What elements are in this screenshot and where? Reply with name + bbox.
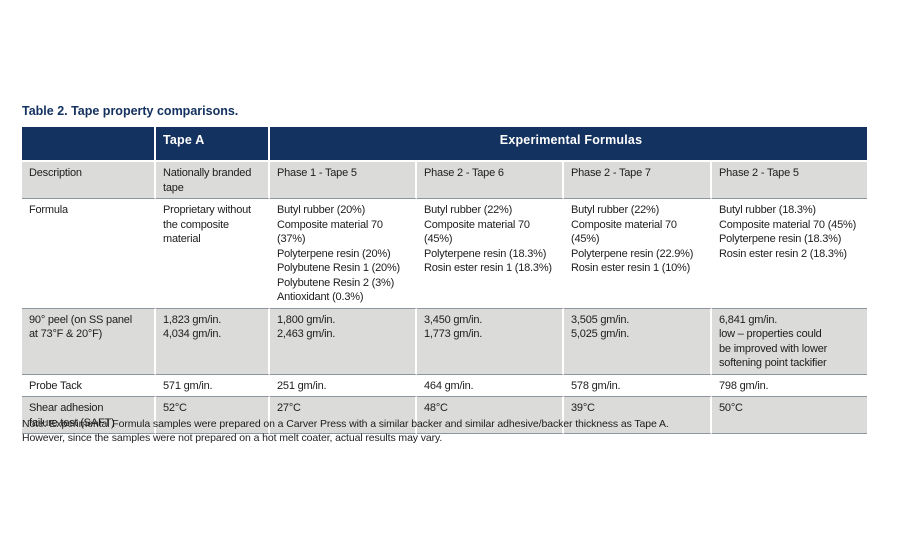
cell-formula-phase1-tape5: Butyl rubber (20%) Composite material 70… (270, 199, 417, 309)
row-description: Description Nationally branded tape Phas… (22, 162, 868, 199)
cell-probe-phase2-tape6: 464 gm/in. (417, 374, 564, 397)
cell-description-phase2-tape6: Phase 2 - Tape 6 (417, 162, 564, 199)
cell-description-tape-a: Nationally branded tape (156, 162, 270, 199)
tape-comparison-table: Tape A Experimental Formulas Description… (22, 127, 868, 434)
row-saft: Shear adhesion failure test (SAFT) 52°C … (22, 397, 868, 434)
cell-peel-phase1-tape5: 1,800 gm/in. 2,463 gm/in. (270, 308, 417, 375)
cell-probe-tape-a: 571 gm/in. (156, 374, 270, 397)
header-blank-cell (22, 127, 156, 162)
cell-saft-phase2-tape7: 39°C (564, 397, 712, 434)
cell-probe-phase2-tape5: 798 gm/in. (712, 374, 868, 397)
table-caption: Table 2. Tape property comparisons. (22, 104, 239, 118)
cell-formula-tape-a: Proprietary without the composite materi… (156, 199, 270, 309)
row-probe-tack: Probe Tack 571 gm/in. 251 gm/in. 464 gm/… (22, 374, 868, 397)
cell-formula-phase2-tape5: Butyl rubber (18.3%) Composite material … (712, 199, 868, 309)
cell-saft-phase2-tape6: 48°C (417, 397, 564, 434)
row-90-peel: 90° peel (on SS panel at 73°F & 20°F) 1,… (22, 308, 868, 375)
cell-peel-phase2-tape7: 3,505 gm/in. 5,025 gm/in. (564, 308, 712, 375)
cell-description-phase1-tape5: Phase 1 - Tape 5 (270, 162, 417, 199)
row-label-90-peel: 90° peel (on SS panel at 73°F & 20°F) (22, 308, 156, 375)
cell-peel-phase2-tape6: 3,450 gm/in. 1,773 gm/in. (417, 308, 564, 375)
table-footnote: Note: Experimental Formula samples were … (22, 418, 669, 444)
cell-formula-phase2-tape6: Butyl rubber (22%) Composite material 70… (417, 199, 564, 309)
cell-peel-tape-a: 1,823 gm/in. 4,034 gm/in. (156, 308, 270, 375)
cell-saft-tape-a: 52°C (156, 397, 270, 434)
row-label-saft: Shear adhesion failure test (SAFT) (22, 397, 156, 434)
row-label-formula: Formula (22, 199, 156, 309)
header-experimental-formulas: Experimental Formulas (270, 127, 868, 162)
cell-description-phase2-tape5: Phase 2 - Tape 5 (712, 162, 868, 199)
cell-saft-phase2-tape5: 50°C (712, 397, 868, 434)
cell-saft-phase1-tape5: 27°C (270, 397, 417, 434)
row-label-probe-tack: Probe Tack (22, 374, 156, 397)
row-label-description: Description (22, 162, 156, 199)
cell-peel-phase2-tape5: 6,841 gm/in. low – properties could be i… (712, 308, 868, 375)
cell-probe-phase1-tape5: 251 gm/in. (270, 374, 417, 397)
header-row: Tape A Experimental Formulas (22, 127, 868, 162)
cell-description-phase2-tape7: Phase 2 - Tape 7 (564, 162, 712, 199)
cell-formula-phase2-tape7: Butyl rubber (22%) Composite material 70… (564, 199, 712, 309)
cell-probe-phase2-tape7: 578 gm/in. (564, 374, 712, 397)
row-formula: Formula Proprietary without the composit… (22, 199, 868, 309)
header-tape-a: Tape A (156, 127, 270, 162)
